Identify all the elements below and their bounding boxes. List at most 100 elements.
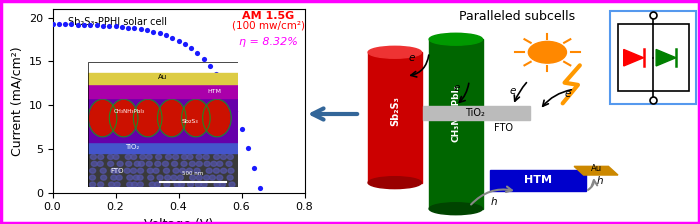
Point [78, 23, 90, 26]
Ellipse shape [199, 154, 204, 159]
Ellipse shape [117, 168, 122, 173]
Ellipse shape [121, 161, 127, 166]
Ellipse shape [204, 101, 230, 136]
Text: Sb₂S₃: Sb₂S₃ [181, 119, 198, 124]
Ellipse shape [125, 154, 132, 159]
Ellipse shape [180, 182, 186, 187]
Point [148, 30, 159, 33]
Bar [88, 141, 238, 153]
Text: (100 mw/cm²): (100 mw/cm²) [232, 20, 304, 30]
X-axis label: Voltage (V): Voltage (V) [144, 218, 213, 224]
Polygon shape [624, 50, 643, 66]
Ellipse shape [188, 175, 195, 180]
Ellipse shape [148, 168, 153, 173]
Ellipse shape [163, 161, 169, 166]
Text: FTO: FTO [111, 168, 125, 174]
Ellipse shape [226, 168, 232, 173]
Polygon shape [656, 50, 676, 66]
Point [186, 47, 197, 50]
Point [72, 23, 83, 26]
Text: AM 1.5G: AM 1.5G [242, 11, 295, 21]
Ellipse shape [140, 168, 146, 173]
Point [230, 110, 241, 113]
Text: FTO: FTO [494, 123, 513, 133]
Text: TiO₂: TiO₂ [465, 108, 485, 118]
Text: 500 nm: 500 nm [182, 171, 204, 176]
Ellipse shape [158, 168, 164, 173]
Ellipse shape [211, 182, 217, 187]
Ellipse shape [181, 161, 187, 166]
Point [211, 72, 222, 76]
Text: h: h [490, 198, 497, 207]
Ellipse shape [150, 161, 155, 166]
Ellipse shape [219, 161, 225, 166]
Ellipse shape [135, 101, 160, 136]
Text: Au: Au [592, 164, 603, 173]
Text: η = 8.32%: η = 8.32% [239, 37, 298, 47]
Text: CH₃NH₃PbI₃: CH₃NH₃PbI₃ [114, 109, 146, 114]
Text: HTM: HTM [524, 175, 552, 185]
Ellipse shape [206, 182, 212, 187]
Ellipse shape [213, 161, 218, 166]
Ellipse shape [90, 101, 116, 136]
Ellipse shape [158, 154, 164, 159]
Ellipse shape [189, 161, 195, 166]
Ellipse shape [206, 161, 212, 166]
Text: CH₃NH₃PbI₃: CH₃NH₃PbI₃ [452, 84, 461, 142]
Ellipse shape [186, 168, 192, 173]
Ellipse shape [226, 182, 232, 187]
Ellipse shape [178, 168, 184, 173]
Ellipse shape [122, 168, 128, 173]
Ellipse shape [166, 154, 172, 159]
Ellipse shape [159, 101, 185, 136]
Point [167, 36, 178, 39]
Ellipse shape [116, 182, 122, 187]
Ellipse shape [222, 154, 228, 159]
Ellipse shape [92, 161, 99, 166]
Ellipse shape [127, 175, 133, 180]
Bar [88, 84, 238, 98]
Ellipse shape [150, 175, 156, 180]
Ellipse shape [102, 168, 108, 173]
Point [135, 27, 146, 31]
Point [110, 25, 121, 28]
Text: TiO₂: TiO₂ [125, 144, 140, 150]
Ellipse shape [179, 175, 186, 180]
Ellipse shape [174, 168, 181, 173]
Ellipse shape [102, 175, 108, 180]
Point [104, 24, 115, 28]
Text: h: h [597, 176, 603, 186]
Ellipse shape [103, 161, 108, 166]
Ellipse shape [230, 161, 236, 166]
Ellipse shape [174, 175, 179, 180]
Ellipse shape [133, 182, 139, 187]
Point [97, 24, 108, 27]
Point [255, 186, 266, 190]
Ellipse shape [204, 154, 209, 159]
Point [141, 28, 153, 32]
Bar [618, 24, 689, 91]
Point [204, 64, 216, 68]
Ellipse shape [210, 175, 216, 180]
Ellipse shape [158, 182, 164, 187]
Point [129, 26, 140, 30]
Ellipse shape [94, 175, 100, 180]
Ellipse shape [188, 154, 195, 159]
Point [173, 39, 184, 42]
Ellipse shape [174, 154, 180, 159]
Point [53, 22, 64, 26]
Text: Au: Au [158, 74, 167, 80]
Point [160, 33, 172, 37]
Point [192, 52, 203, 55]
Text: Sb₂S₃: Sb₂S₃ [390, 96, 400, 126]
Point [91, 23, 102, 27]
Ellipse shape [134, 168, 139, 173]
Point [217, 82, 228, 86]
Point [60, 22, 71, 26]
Ellipse shape [156, 175, 162, 180]
Ellipse shape [99, 182, 106, 187]
Ellipse shape [110, 154, 116, 159]
Ellipse shape [183, 101, 209, 136]
Ellipse shape [92, 182, 99, 187]
Text: Paralleled subcells: Paralleled subcells [458, 10, 575, 23]
